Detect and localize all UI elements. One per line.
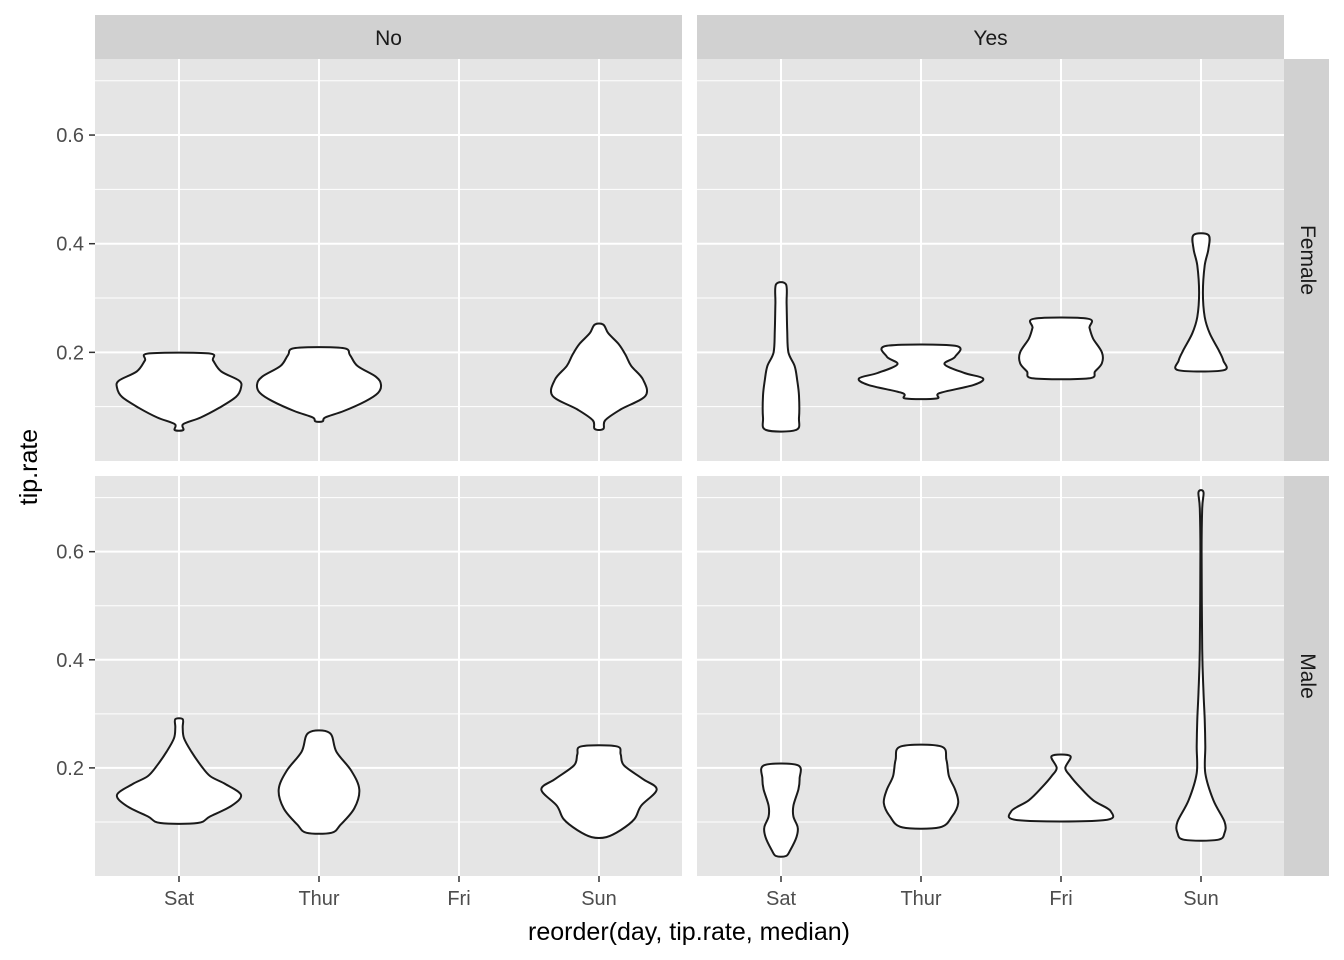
panels-layer: No Yes Female Male 0.2 0.4 0.6 0.2 0.4 0.6 Sat Thur… [56,15,1329,910]
violin-shape [549,322,649,432]
facet-strip-top [95,15,682,59]
violin-shape [255,346,383,423]
facet-strip-top [697,15,1284,59]
violin-shape [1174,232,1228,373]
facet-strip-label: No [375,27,402,50]
violin-shape [115,717,243,825]
y-tick-label: 0.6 [56,125,84,147]
violin-shape [540,744,658,839]
violin-shape [760,762,802,858]
y-axis-title: tip.rate [15,429,43,505]
y-tick-label: 0.2 [56,758,84,780]
x-tick-label: Fri [1049,888,1072,910]
violin-shape [1007,753,1115,823]
violin-shape [1175,489,1227,842]
violin-shape [882,743,960,830]
y-tick-label: 0.4 [56,234,84,256]
x-tick-label: Fri [447,888,470,910]
violin-shape [761,281,801,433]
violin-shape [857,343,985,401]
x-tick-label: Thur [298,888,339,910]
facet-strip-right [1284,476,1329,876]
y-tick-label: 0.4 [56,650,84,672]
x-tick-label: Thur [900,888,941,910]
x-tick-label: Sat [766,888,796,910]
facet-strip-right [1284,59,1329,461]
violin-shape [277,729,361,835]
violin-shape [1018,316,1104,381]
violin-shape [115,351,243,432]
y-tick-label: 0.2 [56,342,84,364]
facet-strip-label: Male [1296,653,1319,699]
facet-strip-label: Female [1296,225,1319,295]
x-axis-title: reorder(day, tip.rate, median) [528,918,850,946]
x-tick-label: Sun [1183,888,1219,910]
x-tick-label: Sun [581,888,617,910]
x-tick-label: Sat [164,888,194,910]
facet-strip-label: Yes [973,27,1007,50]
y-tick-label: 0.6 [56,542,84,564]
